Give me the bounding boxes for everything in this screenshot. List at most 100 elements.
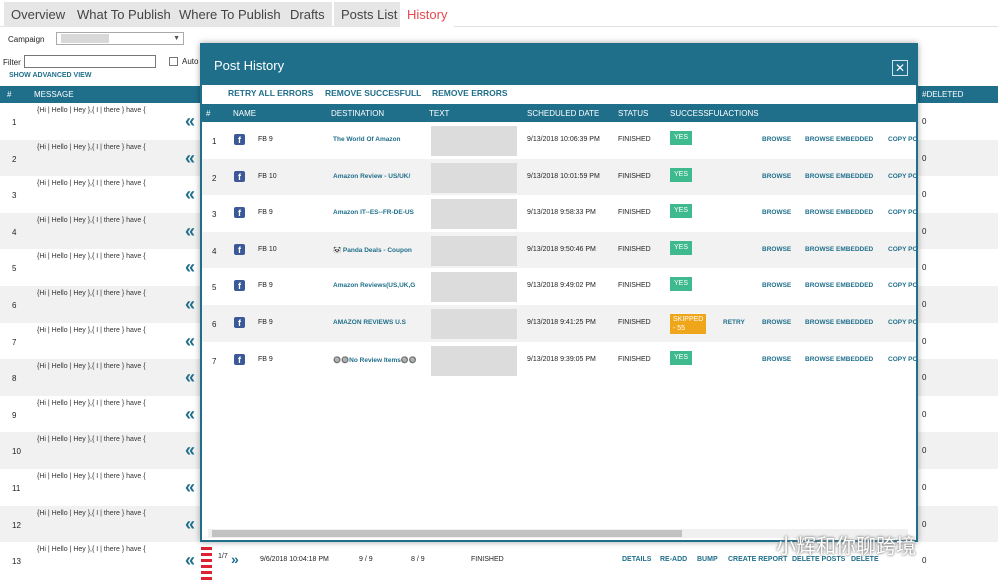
- table-row[interactable]: 1 {Hi | Hello | Hey },{ I | there } have …: [0, 103, 998, 140]
- destination-link[interactable]: AMAZON REVIEWS U.S: [333, 319, 406, 326]
- chevron-left-icon[interactable]: «: [185, 367, 196, 388]
- browse-button[interactable]: BROWSE: [762, 209, 792, 217]
- chevron-left-icon[interactable]: «: [185, 220, 196, 241]
- destination-link[interactable]: 🐼 Panda Deals - Coupon: [333, 246, 412, 254]
- destination-link[interactable]: Amazon IT--ES--FR-DE-US: [333, 209, 414, 217]
- message-text: {Hi | Hello | Hey },{ I | there } have {: [37, 509, 146, 517]
- remove-successful-button[interactable]: REMOVE SUCCESFULL: [325, 88, 422, 98]
- browse-button[interactable]: BROWSE: [762, 245, 792, 253]
- chevron-left-icon[interactable]: «: [185, 403, 196, 424]
- chevron-left-icon[interactable]: «: [185, 184, 196, 205]
- facebook-icon: f: [234, 280, 245, 292]
- copy-post-button[interactable]: COPY PO: [888, 319, 918, 326]
- destination-link[interactable]: Amazon Review - US/UK/: [333, 172, 411, 180]
- message-text: {Hi | Hello | Hey },{ I | there } have {: [37, 180, 146, 188]
- row-number: 1: [212, 137, 217, 146]
- copy-post-button[interactable]: COPY PO: [888, 355, 918, 363]
- chevron-left-icon[interactable]: «: [185, 477, 196, 497]
- copy-post-button[interactable]: COPY PO: [888, 245, 918, 253]
- create-report-button[interactable]: CREATE REPORT: [728, 556, 788, 563]
- copy-post-button[interactable]: COPY PO: [888, 136, 918, 143]
- table-row[interactable]: 9 {Hi | Hello | Hey },{ I | there } have …: [0, 396, 998, 433]
- browse-button[interactable]: BROWSE: [762, 319, 792, 326]
- filter-label: Filter: [3, 58, 21, 67]
- browse-embedded-button[interactable]: BROWSE EMBEDDED: [805, 172, 874, 180]
- redacted-post-text: [431, 345, 517, 376]
- browse-button[interactable]: BROWSE: [762, 136, 792, 143]
- chevron-left-icon[interactable]: «: [185, 111, 196, 131]
- col-destination: DESTINATION: [331, 109, 385, 118]
- re-add-button[interactable]: RE-ADD: [660, 556, 688, 563]
- tab-where-to-publish[interactable]: Where To Publish: [172, 2, 288, 27]
- tab-history[interactable]: History: [400, 2, 455, 27]
- browse-button[interactable]: BROWSE: [762, 282, 792, 290]
- delete-posts-button[interactable]: DELETE POSTS: [792, 556, 846, 563]
- browse-embedded-button[interactable]: BROWSE EMBEDDED: [805, 319, 874, 326]
- row-number: 6: [212, 320, 217, 329]
- delete-button[interactable]: DELETE: [851, 556, 879, 563]
- success-badge: YES: [670, 350, 693, 365]
- destination-link[interactable]: Amazon Reviews(US,UK,G: [333, 282, 416, 290]
- browse-button[interactable]: BROWSE: [762, 172, 792, 180]
- redacted-post-text: [431, 272, 517, 303]
- col-successful: SUCCESSFUL: [670, 109, 724, 118]
- details-button[interactable]: DETAILS: [622, 556, 652, 563]
- message-text: {Hi | Hello | Hey },{ I | there } have {: [37, 546, 146, 554]
- modal-title: Post History: [214, 58, 285, 73]
- deleted-count: 0: [922, 556, 927, 566]
- table-row[interactable]: 11 {Hi | Hello | Hey },{ I | there } have…: [0, 469, 998, 506]
- post-history-header: # NAME DESTINATION TEXT SCHEDULED DATE S…: [202, 104, 916, 122]
- scheduled-date: 9/13/2018 10:06:39 PM: [527, 136, 600, 143]
- tab-drafts[interactable]: Drafts: [283, 2, 332, 27]
- browse-embedded-button[interactable]: BROWSE EMBEDDED: [805, 136, 874, 143]
- browse-embedded-button[interactable]: BROWSE EMBEDDED: [805, 209, 874, 217]
- status-text: FINISHED: [618, 209, 651, 217]
- chevron-left-icon[interactable]: «: [185, 550, 196, 571]
- show-advanced-view-link[interactable]: SHOW ADVANCED VIEW: [9, 72, 92, 79]
- campaign-select[interactable]: ▼: [56, 32, 184, 45]
- retry-button[interactable]: RETRY: [723, 319, 745, 326]
- copy-post-button[interactable]: COPY PO: [888, 282, 918, 290]
- chevron-right-icon[interactable]: »: [231, 551, 239, 567]
- filter-input[interactable]: [24, 55, 156, 68]
- scrollbar-thumb[interactable]: [212, 530, 682, 537]
- copy-post-button[interactable]: COPY PO: [888, 172, 918, 180]
- tab-overview[interactable]: Overview: [4, 2, 73, 27]
- bump-button[interactable]: BUMP: [697, 556, 718, 563]
- success-badge: YES: [670, 240, 693, 255]
- tab-posts-list[interactable]: Posts List: [334, 2, 405, 27]
- col-message: MESSAGE: [34, 90, 74, 99]
- table-row[interactable]: 13 {Hi | Hello | Hey },{ I | there } have…: [0, 542, 998, 579]
- browse-embedded-button[interactable]: BROWSE EMBEDDED: [805, 282, 874, 290]
- message-text: {Hi | Hello | Hey },{ I | there } have {: [37, 253, 146, 261]
- deleted-count: 0: [922, 300, 927, 309]
- chevron-left-icon[interactable]: «: [185, 257, 196, 278]
- chevron-left-icon[interactable]: «: [185, 330, 196, 351]
- table-row[interactable]: 5 {Hi | Hello | Hey },{ I | there } have …: [0, 249, 998, 286]
- browse-embedded-button[interactable]: BROWSE EMBEDDED: [805, 245, 874, 253]
- table-row[interactable]: 7 {Hi | Hello | Hey },{ I | there } have …: [0, 323, 998, 360]
- deleted-count: 0: [922, 373, 927, 383]
- destination-link[interactable]: 🔘🔘No Review Items🔘🔘: [333, 356, 418, 364]
- tab-what-to-publish[interactable]: What To Publish: [70, 2, 178, 27]
- post-history-row: 3 f FB 9 Amazon IT--ES--FR-DE-US 9/13/2018 9…: [202, 195, 918, 232]
- destination-link[interactable]: The World Of Amazon: [333, 136, 401, 143]
- horizontal-scrollbar[interactable]: [208, 529, 908, 538]
- chevron-left-icon[interactable]: «: [185, 147, 196, 168]
- success-badge: YES: [670, 167, 693, 182]
- retry-all-errors-button[interactable]: RETRY ALL ERRORS: [228, 88, 314, 98]
- browse-embedded-button[interactable]: BROWSE EMBEDDED: [805, 355, 874, 363]
- chevron-left-icon[interactable]: «: [185, 513, 196, 534]
- browse-button[interactable]: BROWSE: [762, 355, 792, 363]
- success-badge: YES: [670, 277, 693, 292]
- remove-errors-button[interactable]: REMOVE ERRORS: [432, 88, 508, 98]
- row13-status: FINISHED: [471, 556, 504, 563]
- auto-checkbox[interactable]: [169, 57, 178, 66]
- tab-bar: Overview What To Publish Where To Publis…: [0, 0, 998, 27]
- copy-post-button[interactable]: COPY PO: [888, 209, 918, 217]
- close-icon[interactable]: ✕: [892, 60, 908, 76]
- table-row[interactable]: 3 {Hi | Hello | Hey },{ I | there } have …: [0, 176, 998, 213]
- status-text: FINISHED: [618, 245, 651, 253]
- chevron-left-icon[interactable]: «: [185, 440, 196, 461]
- chevron-left-icon[interactable]: «: [185, 294, 196, 314]
